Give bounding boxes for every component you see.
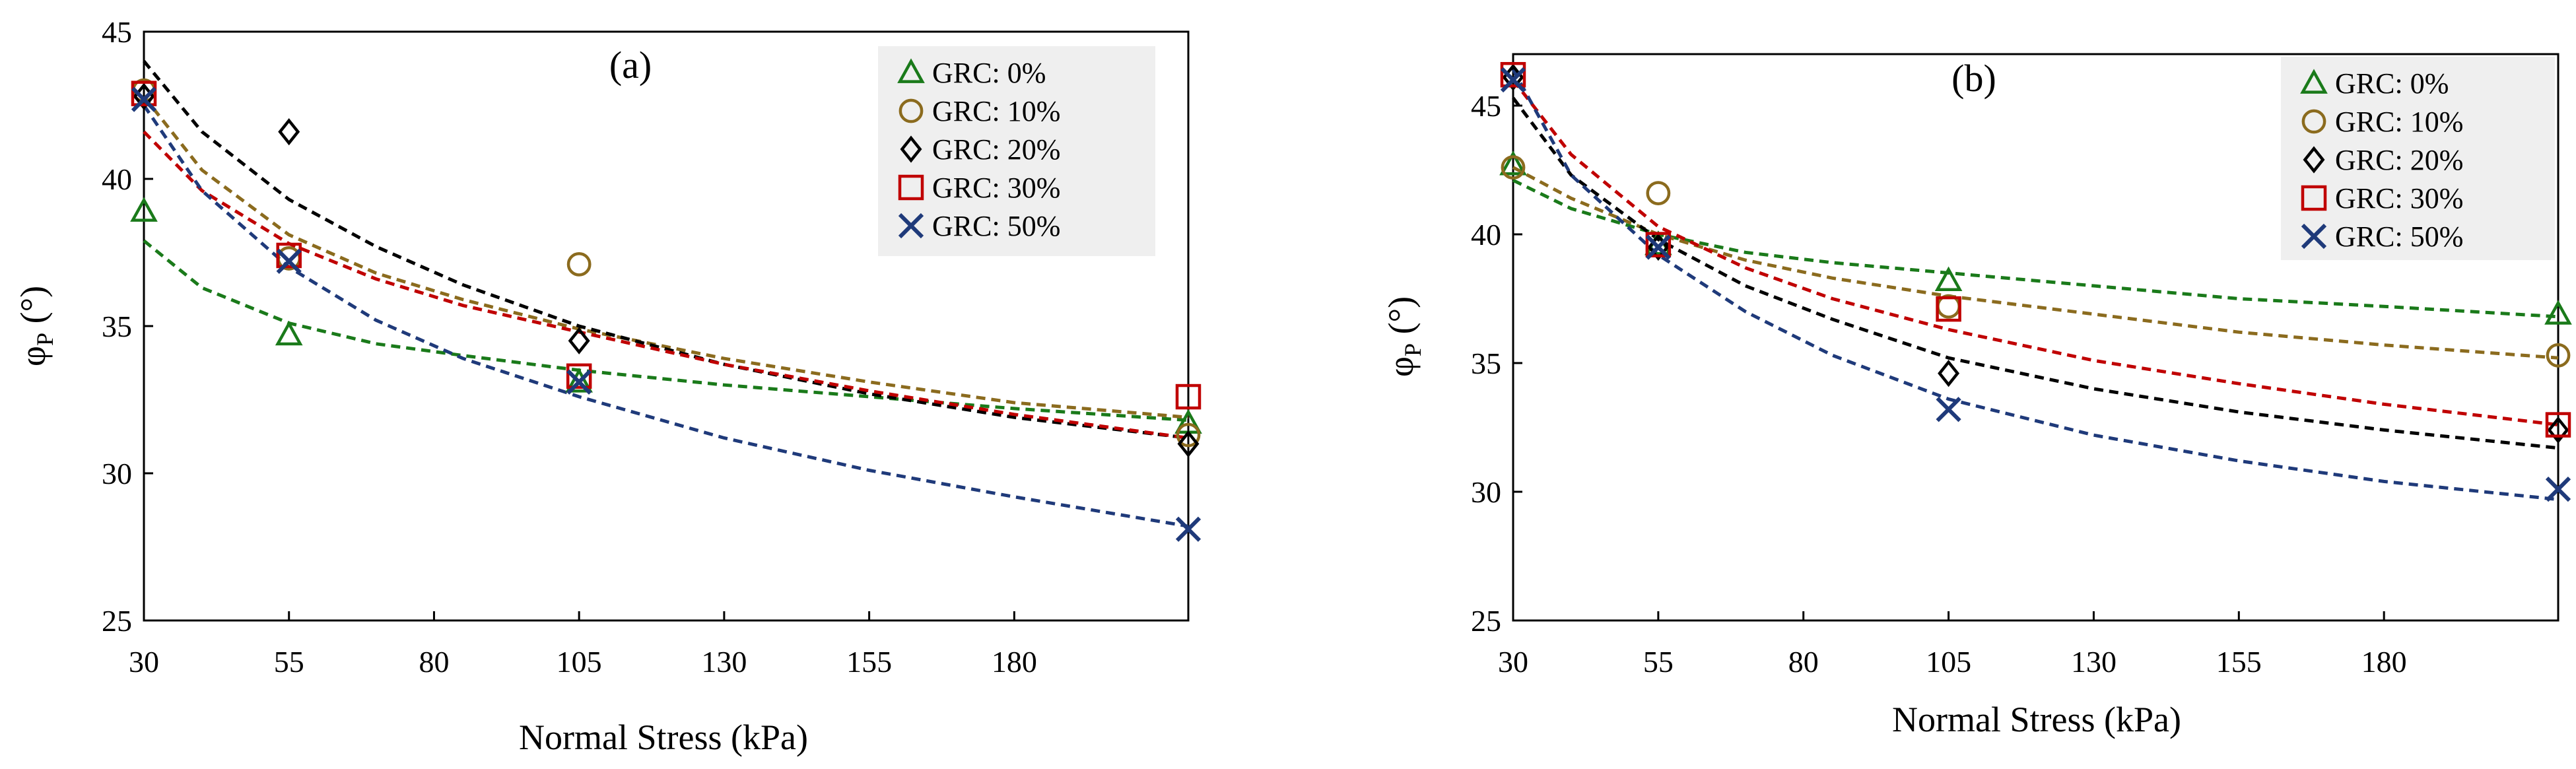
- y-tick-label: 45: [102, 15, 132, 49]
- x-tick-label: 30: [1498, 645, 1528, 679]
- data-point-x: [1500, 67, 1526, 93]
- data-point-diamond: [278, 118, 300, 146]
- plot-frame: [1512, 53, 2559, 622]
- data-point-x: [1936, 397, 1961, 422]
- y-axis-label: φP (°): [13, 286, 58, 366]
- y-tick-label: 40: [102, 162, 132, 196]
- data-point-triangle: [1934, 266, 1963, 292]
- x-tick-label: 155: [846, 645, 892, 679]
- data-point-x: [276, 248, 302, 275]
- panel-label: (b): [1951, 57, 1996, 100]
- y-tick-label: 30: [1471, 475, 1501, 509]
- x-tick-label: 130: [2071, 645, 2117, 679]
- y-tick-label: 25: [1471, 604, 1501, 638]
- data-point-x: [2545, 476, 2571, 502]
- legend-entry: GRC: 50%: [932, 210, 1060, 242]
- panel-a: 30 55 80 105 130 155 180 25 30 35 40 45 Normal Stres…: [13, 15, 1202, 757]
- legend-entry: GRC: 0%: [2335, 67, 2449, 100]
- x-axis-label: Normal Stress (kPa): [519, 718, 808, 757]
- x-tick-label: 180: [992, 645, 1037, 679]
- panel-b: 30 55 80 105 130 155 180 25 30 35 40 45 Normal Stres…: [1381, 53, 2572, 739]
- data-point-triangle: [1499, 150, 1527, 176]
- y-tick-label: 35: [1471, 347, 1501, 380]
- legend-entry: GRC: 20%: [2335, 144, 2463, 176]
- y-tick-label: 30: [102, 457, 132, 490]
- data-point-triangle: [130, 197, 158, 222]
- data-point-circle: [2546, 343, 2571, 368]
- legend-entry: GRC: 10%: [2335, 106, 2463, 138]
- y-axis-label: φP (°): [1381, 296, 1426, 377]
- trend-line-20pct: [1512, 96, 2559, 450]
- data-point-x: [566, 369, 592, 395]
- trend-line-50pct: [1511, 69, 2559, 502]
- legend-entry: GRC: 50%: [2335, 220, 2463, 253]
- x-tick-label: 80: [419, 645, 449, 679]
- data-point-square: [1936, 296, 1961, 322]
- x-tick-label: 155: [2216, 645, 2262, 679]
- y-tick-label: 40: [1471, 218, 1501, 251]
- y-tick-label: 35: [102, 310, 132, 343]
- legend-marker: [2301, 109, 2326, 134]
- data-point-square: [131, 81, 157, 106]
- x-tick-label: 130: [701, 645, 747, 679]
- data-point-diamond: [2547, 416, 2569, 444]
- legend: GRC: 0% GRC: 10% GRC: 20% GRC: 30% GRC: 50%: [878, 46, 1155, 256]
- data-point-x: [1645, 234, 1671, 260]
- legend-marker: [2303, 146, 2325, 174]
- legend-marker: [897, 58, 925, 83]
- data-point-diamond: [1177, 430, 1200, 458]
- legend-marker: [898, 174, 924, 201]
- x-tick-label: 80: [1788, 645, 1819, 679]
- legend-marker: [2300, 69, 2328, 94]
- legend-entry: GRC: 30%: [932, 172, 1060, 204]
- legend-entry: GRC: 30%: [2335, 182, 2463, 215]
- legend-marker: [898, 213, 924, 239]
- data-point-triangle: [2544, 300, 2572, 325]
- trend-line-10pct: [143, 95, 1189, 419]
- data-point-diamond: [568, 327, 590, 354]
- trend-line-0pct: [1512, 178, 2559, 319]
- data-point-square: [1500, 61, 1526, 88]
- x-tick-label: 105: [557, 645, 602, 679]
- data-point-triangle: [275, 320, 303, 346]
- y-tick-label: 25: [102, 604, 132, 638]
- trend-line-20pct: [143, 60, 1189, 440]
- data-point-x: [131, 86, 157, 112]
- data-point-square: [276, 242, 302, 269]
- y-tick-label: 45: [1471, 89, 1501, 123]
- data-point-circle: [1176, 422, 1201, 448]
- data-point-x: [1175, 516, 1202, 542]
- data-point-circle: [566, 251, 592, 277]
- trend-line-10pct: [1512, 166, 2559, 360]
- x-tick-label: 55: [1643, 645, 1674, 679]
- data-point-square: [1645, 232, 1672, 257]
- legend-box: [2281, 57, 2555, 260]
- data-point-circle: [1501, 155, 1526, 180]
- legend-entry: GRC: 0%: [932, 57, 1046, 89]
- legend-marker: [2301, 223, 2327, 250]
- data-point-diamond: [1938, 359, 1960, 387]
- legend-marker: [900, 135, 922, 163]
- legend-marker: [898, 98, 924, 123]
- legend-entry: GRC: 20%: [932, 133, 1060, 166]
- x-tick-label: 180: [2361, 645, 2407, 679]
- trend-line-30pct: [143, 130, 1189, 440]
- data-point-square: [566, 363, 592, 389]
- panel-label: (a): [609, 44, 652, 86]
- data-point-circle: [1646, 181, 1671, 206]
- x-axis-label: Normal Stress (kPa): [1892, 700, 2181, 739]
- x-tick-label: 55: [274, 645, 304, 679]
- legend: GRC: 0% GRC: 10% GRC: 20% GRC: 30% GRC: 50%: [2281, 57, 2555, 260]
- legend-box: [878, 46, 1155, 256]
- legend-marker: [2301, 185, 2327, 211]
- x-tick-label: 30: [129, 645, 159, 679]
- trend-line-30pct: [1512, 79, 2559, 427]
- x-tick-label: 105: [1926, 645, 1971, 679]
- trend-line-50pct: [142, 104, 1189, 528]
- data-point-square: [1175, 384, 1202, 410]
- legend-entry: GRC: 10%: [932, 95, 1060, 127]
- data-point-triangle: [565, 368, 593, 393]
- data-point-square: [2545, 412, 2571, 438]
